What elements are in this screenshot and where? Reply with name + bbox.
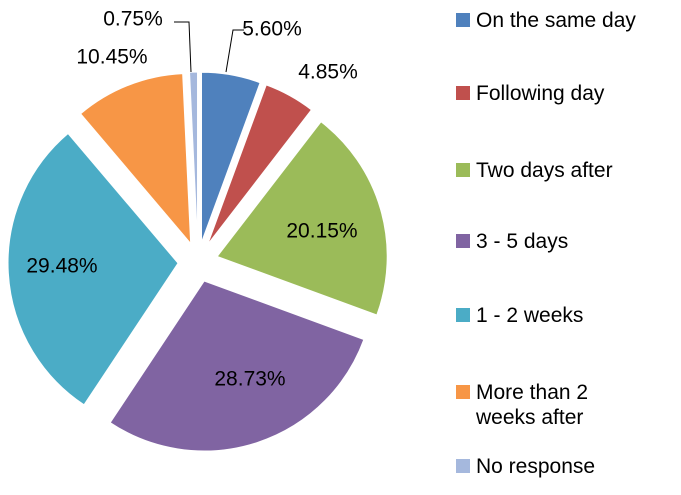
leader-line bbox=[225, 29, 244, 73]
legend-swatch bbox=[456, 385, 470, 399]
pie-slice bbox=[207, 84, 313, 245]
legend-swatch bbox=[456, 308, 470, 322]
legend-swatch bbox=[456, 234, 470, 248]
legend-swatch bbox=[456, 163, 470, 177]
legend-item: Following day bbox=[456, 81, 604, 106]
pie-slice bbox=[7, 132, 179, 406]
data-label: 20.15% bbox=[286, 220, 357, 243]
data-label: 0.75% bbox=[103, 8, 163, 31]
legend-item: No response bbox=[456, 454, 595, 479]
pie-slice bbox=[79, 73, 192, 245]
legend-item: More than 2 weeks after bbox=[456, 380, 644, 430]
legend-label: 3 - 5 days bbox=[476, 230, 569, 253]
pie-slice bbox=[216, 121, 388, 316]
legend-swatch bbox=[456, 459, 470, 473]
pie-slice bbox=[188, 71, 199, 243]
pie-area: 5.60% 4.85% 20.15% 28.73% 29.48% 10.45% 0.75% bbox=[7, 8, 388, 452]
data-label: 29.48% bbox=[26, 255, 97, 278]
data-label: 4.85% bbox=[298, 61, 358, 84]
legend-item: 3 - 5 days bbox=[456, 229, 568, 254]
data-label: 5.60% bbox=[242, 18, 302, 41]
legend-swatch bbox=[456, 13, 470, 27]
leader-line bbox=[174, 21, 192, 73]
legend-label: No response bbox=[476, 455, 596, 478]
legend-item: On the same day bbox=[456, 8, 636, 33]
legend-item: 1 - 2 weeks bbox=[456, 303, 583, 328]
pie-slice bbox=[201, 71, 261, 243]
pie-slice bbox=[109, 280, 365, 452]
legend-label: Two days after bbox=[476, 159, 613, 182]
data-label: 10.45% bbox=[76, 46, 147, 69]
legend-label: More than 2 weeks after bbox=[476, 381, 589, 429]
legend-item: Two days after bbox=[456, 158, 613, 183]
legend-label: On the same day bbox=[476, 9, 636, 32]
legend-label: Following day bbox=[476, 82, 605, 105]
data-label: 28.73% bbox=[214, 368, 285, 391]
legend: On the same day Following day Two days aft… bbox=[456, 0, 681, 495]
legend-swatch bbox=[456, 86, 470, 100]
legend-label: 1 - 2 weeks bbox=[476, 304, 584, 327]
